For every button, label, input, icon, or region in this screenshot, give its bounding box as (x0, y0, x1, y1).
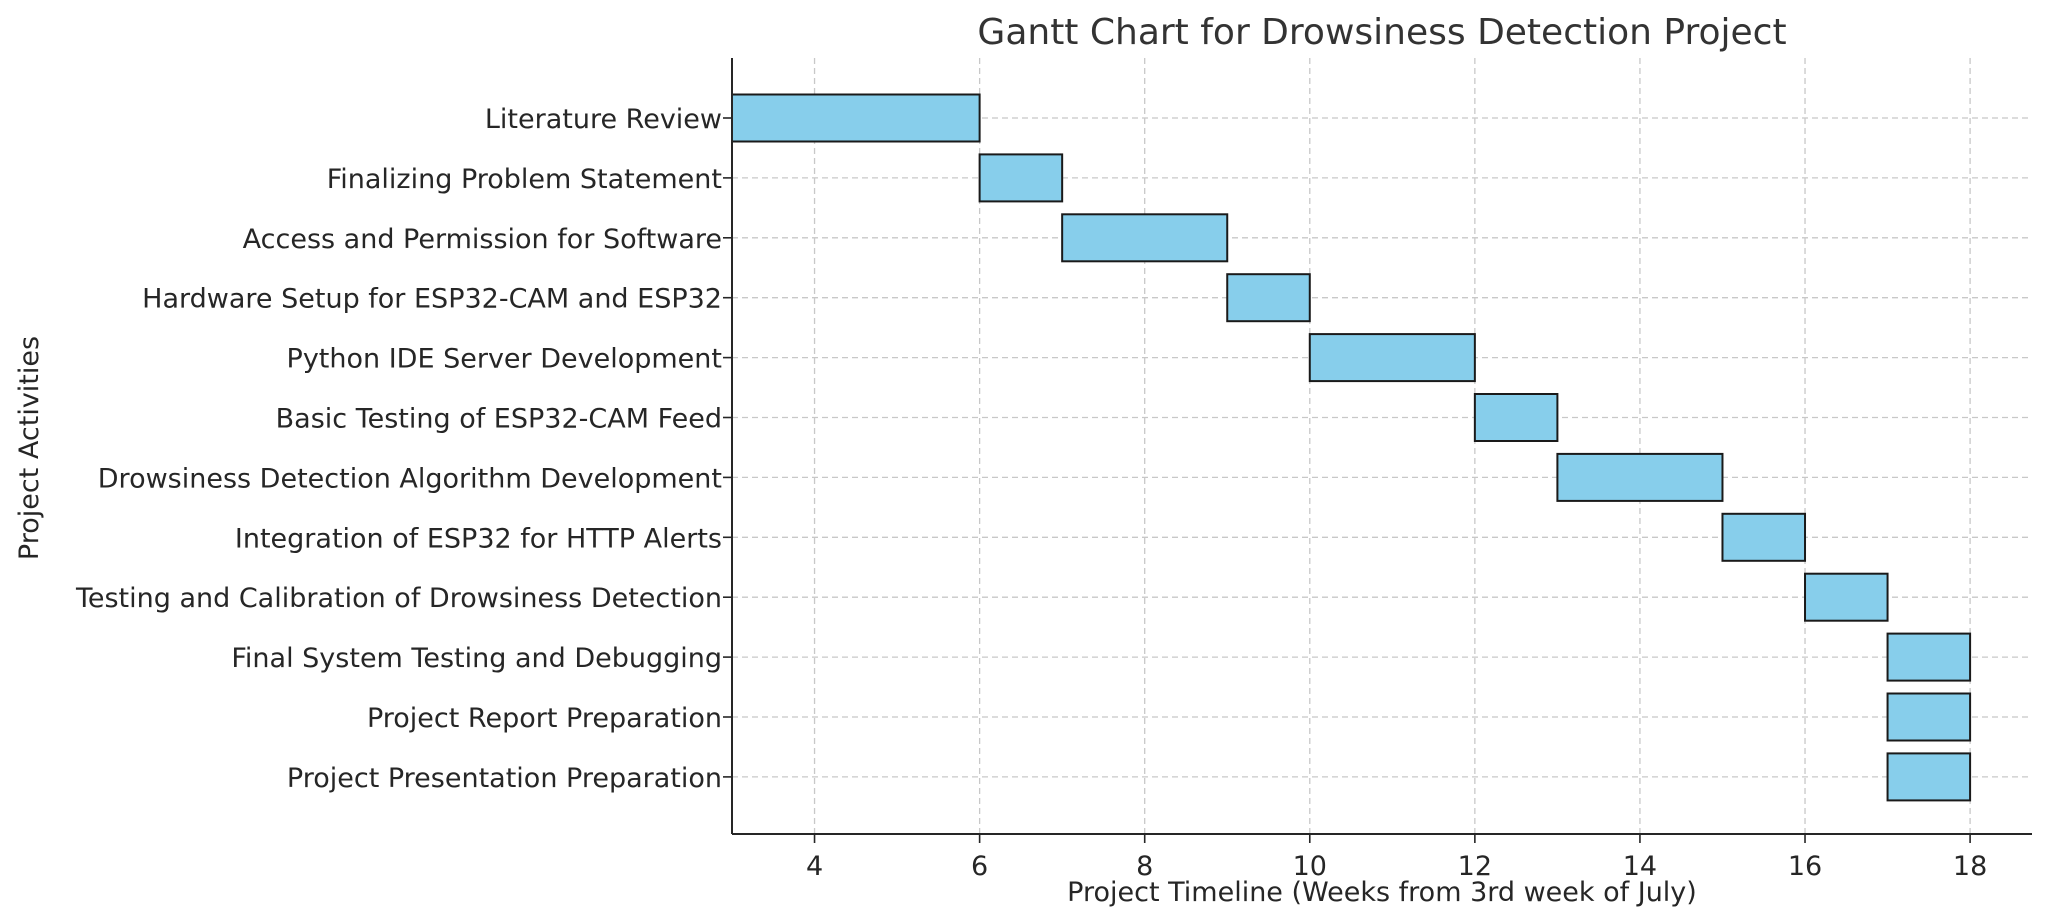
task-label: Finalizing Problem Statement (327, 164, 722, 195)
task-label: Basic Testing of ESP32-CAM Feed (276, 404, 722, 435)
task-label: Project Report Preparation (367, 703, 722, 734)
task-label: Access and Permission for Software (243, 224, 722, 255)
x-tick-label: 16 (1788, 851, 1822, 882)
x-axis-label: Project Timeline (Weeks from 3rd week of… (1067, 877, 1697, 908)
task-bar (1473, 393, 1559, 442)
x-tick-label: 12 (1458, 851, 1492, 882)
task-label: Integration of ESP32 for HTTP Alerts (235, 523, 722, 554)
task-label: Testing and Calibration of Drowsiness De… (75, 583, 722, 614)
task-bar (1886, 692, 1972, 742)
x-tick-label: 8 (1136, 851, 1153, 882)
task-bar (1721, 512, 1807, 562)
task-bar (1226, 273, 1311, 323)
chart-title: Gantt Chart for Drowsiness Detection Pro… (977, 12, 1786, 53)
task-label: Final System Testing and Debugging (231, 643, 722, 674)
task-label: Project Presentation Preparation (287, 763, 722, 794)
task-label: Drowsiness Detection Algorithm Developme… (98, 463, 722, 494)
task-label: Python IDE Server Development (287, 344, 722, 375)
grid-layer (732, 58, 2032, 834)
axis-layer: 4 6 8 10 12 14 16 18 Literature Review Finalizing… (75, 58, 2032, 882)
task-bar (1886, 632, 1972, 682)
x-tick-label: 18 (1953, 851, 1987, 882)
task-bar (1556, 452, 1724, 502)
y-axis-label: Project Activities (14, 336, 45, 560)
x-tick-label: 4 (806, 851, 823, 882)
task-bar (1061, 213, 1229, 263)
x-tick-label: 6 (971, 851, 988, 882)
task-label: Hardware Setup for ESP32-CAM and ESP32 (142, 284, 722, 315)
x-tick-label: 10 (1293, 851, 1327, 882)
task-label: Literature Review (485, 104, 722, 135)
x-tick-label: 14 (1623, 851, 1657, 882)
task-bar (731, 93, 981, 143)
task-bar (1804, 572, 1889, 622)
task-bar (978, 153, 1064, 203)
bar-layer (731, 93, 1972, 802)
task-bar (1308, 333, 1476, 383)
task-bar (1886, 752, 1972, 802)
